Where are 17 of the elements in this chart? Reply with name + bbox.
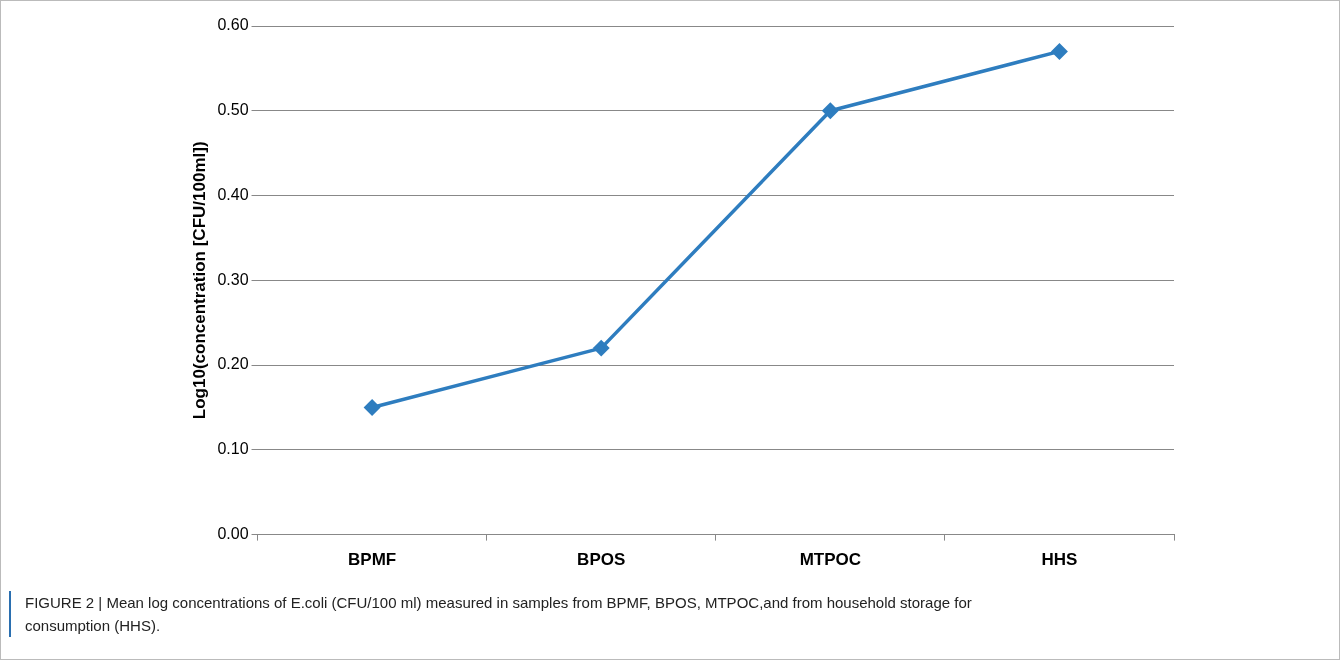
point	[364, 399, 380, 416]
x-tick-label: MTPOC	[799, 550, 862, 570]
x-tick-label: HHS	[1041, 550, 1078, 570]
y-tick-label: 0.40	[217, 185, 249, 203]
x-tick-label: BPOS	[577, 550, 626, 570]
x-tick-label: BPMF	[348, 550, 397, 570]
caption: FIGURE 2 | Mean log concentrations of E.coli (CFU/100 ml) measured in samples from BPMF, BPOS, MTPOC,and from household storage for consumption (HHS).	[25, 593, 973, 636]
point	[822, 103, 839, 119]
y-tick-label: 0.20	[217, 355, 249, 373]
y-axis-title: Log10(concentration [CFU/100ml])	[189, 141, 209, 420]
y-tick-label: 0.10	[217, 440, 249, 458]
point	[1051, 43, 1068, 60]
y-tick-label: 0.60	[217, 16, 249, 34]
y-tick-label: 0.00	[217, 525, 249, 543]
y-tick-label: 0.50	[217, 101, 249, 119]
y-tick-label: 0.30	[217, 270, 249, 288]
point	[593, 340, 609, 356]
